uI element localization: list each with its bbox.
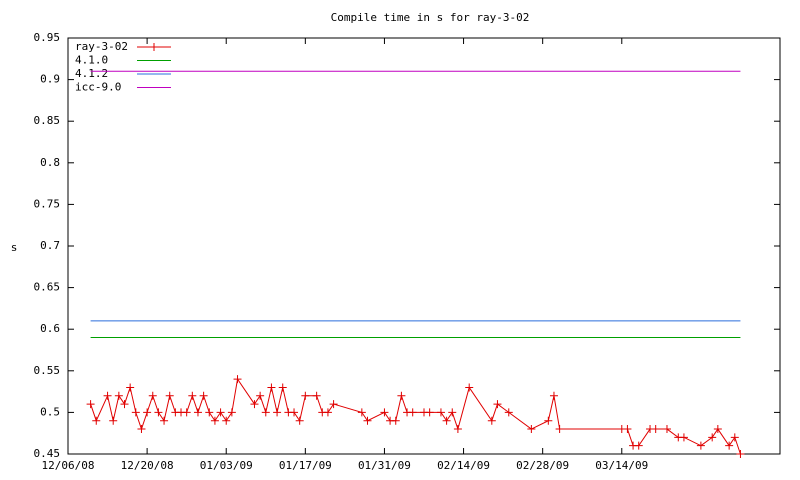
x-tick-label: 02/28/09 xyxy=(516,459,569,472)
point-marker xyxy=(92,416,101,425)
x-tick-label: 01/03/09 xyxy=(200,459,253,472)
point-marker xyxy=(465,383,474,392)
point-marker xyxy=(273,408,282,417)
y-axis-label: s xyxy=(11,241,18,254)
x-tick-label: 03/14/09 xyxy=(595,459,648,472)
point-marker xyxy=(120,400,129,409)
point-marker xyxy=(160,416,169,425)
point-marker xyxy=(222,416,231,425)
point-marker xyxy=(448,408,457,417)
x-tick-label: 01/31/09 xyxy=(358,459,411,472)
point-marker xyxy=(425,408,434,417)
point-marker xyxy=(137,425,146,434)
point-marker xyxy=(487,416,496,425)
legend-label: 4.1.0 xyxy=(75,54,108,67)
point-marker xyxy=(623,425,632,434)
point-marker xyxy=(736,450,745,458)
y-tick-label: 0.85 xyxy=(34,114,61,127)
y-tick-label: 0.9 xyxy=(40,73,60,86)
point-marker xyxy=(193,408,202,417)
y-tick-label: 0.75 xyxy=(34,197,61,210)
point-marker xyxy=(651,425,660,434)
x-tick-label: 02/14/09 xyxy=(437,459,490,472)
point-marker xyxy=(126,383,135,392)
point-marker xyxy=(154,408,163,417)
legend-label: icc-9.0 xyxy=(75,81,121,94)
point-marker xyxy=(233,375,242,384)
point-marker xyxy=(165,391,174,400)
point-marker xyxy=(290,408,299,417)
point-marker xyxy=(256,391,265,400)
y-tick-label: 0.65 xyxy=(34,281,61,294)
point-marker xyxy=(148,391,157,400)
y-tick-label: 0.8 xyxy=(40,156,60,169)
point-marker xyxy=(312,391,321,400)
point-marker xyxy=(188,391,197,400)
point-marker xyxy=(114,391,123,400)
point-marker xyxy=(199,391,208,400)
series-line xyxy=(90,377,741,455)
point-marker xyxy=(216,408,225,417)
point-marker xyxy=(182,408,191,417)
point-marker xyxy=(453,425,462,434)
point-marker xyxy=(261,408,270,417)
point-marker xyxy=(679,433,688,442)
point-marker xyxy=(86,400,95,409)
point-marker xyxy=(708,433,717,442)
point-marker xyxy=(250,400,259,409)
point-marker xyxy=(730,433,739,442)
point-marker xyxy=(205,408,214,417)
y-tick-label: 0.95 xyxy=(34,31,61,44)
point-marker xyxy=(555,425,564,434)
point-marker xyxy=(143,408,152,417)
x-tick-label: 01/17/09 xyxy=(279,459,332,472)
x-tick-label: 12/06/08 xyxy=(42,459,95,472)
point-marker xyxy=(295,416,304,425)
point-marker xyxy=(210,416,219,425)
point-marker xyxy=(278,383,287,392)
point-marker xyxy=(696,441,705,450)
point-marker xyxy=(527,425,536,434)
y-tick-label: 0.55 xyxy=(34,364,61,377)
point-marker xyxy=(380,408,389,417)
point-marker xyxy=(493,400,502,409)
point-marker xyxy=(725,441,734,450)
point-marker xyxy=(397,391,406,400)
point-marker xyxy=(267,383,276,392)
point-marker xyxy=(323,408,332,417)
point-marker xyxy=(408,408,417,417)
point-marker xyxy=(329,400,338,409)
point-marker xyxy=(544,416,553,425)
plot-frame xyxy=(67,37,781,455)
point-marker xyxy=(131,408,140,417)
point-marker xyxy=(357,408,366,417)
x-tick-label: 12/20/08 xyxy=(121,459,174,472)
legend-label: 4.1.2 xyxy=(75,67,108,80)
point-marker xyxy=(442,416,451,425)
y-tick-label: 0.7 xyxy=(40,239,60,252)
point-marker xyxy=(109,416,118,425)
point-marker xyxy=(363,416,372,425)
point-marker xyxy=(713,425,722,434)
legend-marker xyxy=(150,43,158,51)
y-tick-label: 0.45 xyxy=(34,447,61,460)
point-marker xyxy=(549,391,558,400)
point-marker xyxy=(504,408,513,417)
legend-label: ray-3-02 xyxy=(75,40,128,53)
point-marker xyxy=(301,391,310,400)
point-marker xyxy=(436,408,445,417)
y-tick-label: 0.5 xyxy=(40,405,60,418)
point-marker xyxy=(391,416,400,425)
point-marker xyxy=(227,408,236,417)
point-marker xyxy=(634,441,643,450)
point-marker xyxy=(103,391,112,400)
point-marker xyxy=(662,425,671,434)
y-tick-label: 0.6 xyxy=(40,322,60,335)
chart-title: Compile time in s for ray-3-02 xyxy=(331,11,530,24)
